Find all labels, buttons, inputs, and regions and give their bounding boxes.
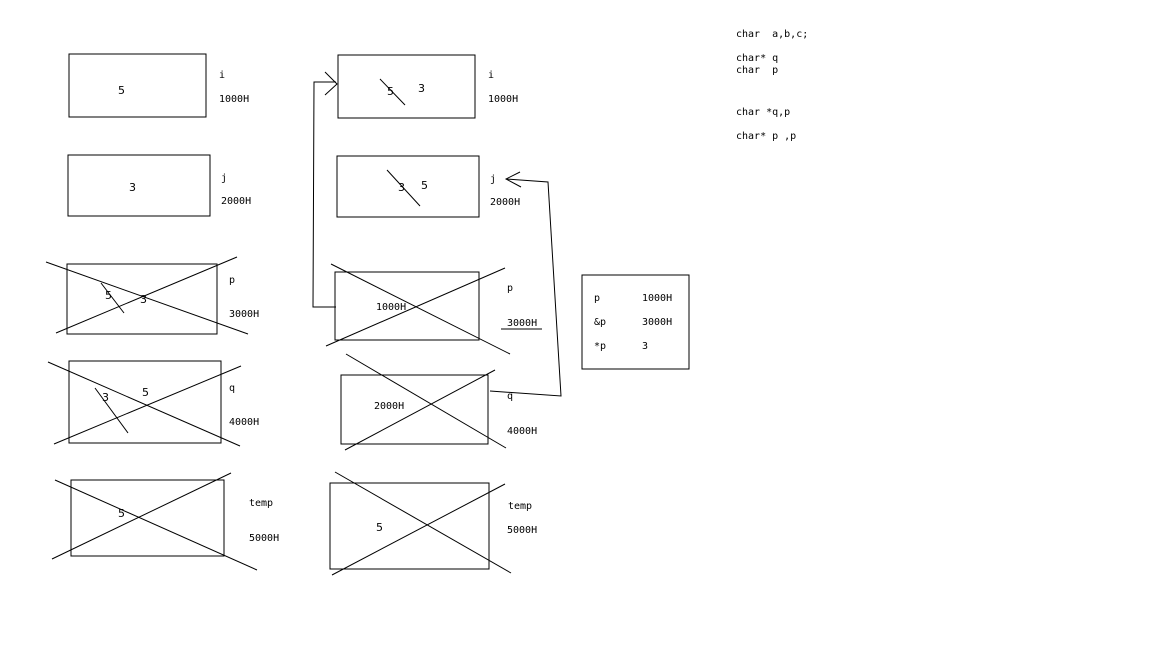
left-temp-cross-line bbox=[51, 472, 232, 560]
right-p-box bbox=[334, 271, 480, 341]
table-row-label: *p bbox=[594, 341, 606, 352]
right-j-addr: 2000H bbox=[490, 197, 520, 208]
right-temp-name: temp bbox=[508, 501, 532, 512]
left-q-name: q bbox=[229, 383, 235, 394]
left-i-addr: 1000H bbox=[219, 94, 249, 105]
left-p-new-value: 3 bbox=[140, 293, 147, 306]
left-i-box bbox=[68, 53, 207, 118]
right-j-name: j bbox=[490, 174, 496, 185]
table-row-value: 1000H bbox=[642, 293, 672, 304]
right-temp-addr: 5000H bbox=[507, 525, 537, 536]
right-i-addr: 1000H bbox=[488, 94, 518, 105]
left-temp-name: temp bbox=[249, 498, 273, 509]
pointer-arrow-p-to-i bbox=[312, 81, 336, 308]
right-p-cross-line bbox=[330, 263, 511, 355]
left-i-name: i bbox=[219, 70, 225, 81]
right-j-strike bbox=[386, 169, 421, 207]
table-row-value: 3 bbox=[642, 341, 648, 352]
left-q-cross-line bbox=[53, 365, 242, 445]
left-p-old-value: 5 bbox=[105, 289, 112, 302]
code-line: char* p ,p bbox=[736, 131, 796, 142]
left-temp-box bbox=[70, 479, 225, 557]
left-j-name: j bbox=[221, 173, 227, 184]
right-i-new-value: 3 bbox=[418, 82, 425, 95]
right-j-new-value: 5 bbox=[421, 179, 428, 192]
right-temp-value: 5 bbox=[376, 521, 383, 534]
right-temp-box bbox=[329, 482, 490, 570]
table-row-label: p bbox=[594, 293, 600, 304]
right-i-box bbox=[337, 54, 476, 119]
code-line: char *q,p bbox=[736, 107, 790, 118]
left-p-box bbox=[66, 263, 218, 335]
left-i-value: 5 bbox=[118, 84, 125, 97]
right-q-cross-line bbox=[344, 369, 496, 451]
code-line: char* q bbox=[736, 53, 778, 64]
left-q-old-value: 3 bbox=[102, 391, 109, 404]
left-j-box bbox=[67, 154, 211, 217]
left-q-strike bbox=[94, 387, 129, 434]
right-i-name: i bbox=[488, 70, 494, 81]
right-q-cross-line bbox=[345, 353, 507, 449]
pointer-arrow-q-to-j bbox=[489, 178, 562, 397]
arrow-head bbox=[324, 71, 338, 96]
table-row-label: &p bbox=[594, 317, 606, 328]
left-q-box bbox=[68, 360, 222, 444]
right-j-box bbox=[336, 155, 480, 218]
code-line: char p bbox=[736, 65, 778, 76]
left-temp-value: 5 bbox=[118, 507, 125, 520]
right-i-old-value: 5 bbox=[387, 85, 394, 98]
right-q-box bbox=[340, 374, 489, 445]
right-p-addr: 3000H bbox=[507, 318, 537, 329]
right-p-cross-line bbox=[325, 267, 506, 347]
left-p-addr: 3000H bbox=[229, 309, 259, 320]
right-q-value: 2000H bbox=[374, 401, 404, 412]
code-line: char a,b,c; bbox=[736, 29, 808, 40]
right-j-old-value: 3 bbox=[398, 181, 405, 194]
left-p-cross-line bbox=[45, 261, 249, 335]
left-q-new-value: 5 bbox=[142, 386, 149, 399]
left-temp-cross-line bbox=[54, 479, 258, 571]
left-p-name: p bbox=[229, 275, 235, 286]
arrow-head bbox=[504, 171, 522, 188]
left-temp-addr: 5000H bbox=[249, 533, 279, 544]
right-q-name: q bbox=[507, 391, 513, 402]
left-j-value: 3 bbox=[129, 181, 136, 194]
left-q-cross-line bbox=[47, 361, 241, 447]
left-q-addr: 4000H bbox=[229, 417, 259, 428]
pointer-value-table bbox=[581, 274, 690, 370]
table-row-value: 3000H bbox=[642, 317, 672, 328]
left-p-strike bbox=[100, 282, 125, 314]
right-temp-cross-line bbox=[334, 471, 512, 574]
right-i-strike bbox=[379, 78, 406, 106]
left-j-addr: 2000H bbox=[221, 196, 251, 207]
right-p-name: p bbox=[507, 283, 513, 294]
right-temp-cross-line bbox=[331, 483, 506, 576]
right-q-addr: 4000H bbox=[507, 426, 537, 437]
left-p-cross-line bbox=[55, 256, 238, 334]
right-p-value: 1000H bbox=[376, 302, 406, 313]
